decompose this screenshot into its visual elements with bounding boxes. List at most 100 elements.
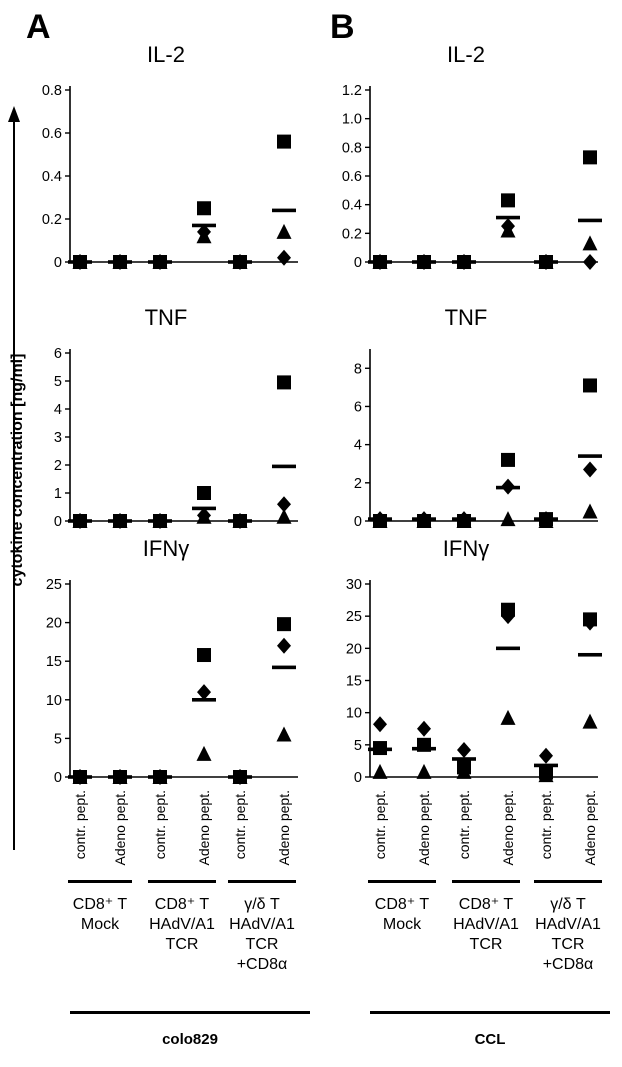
- group-bar-a: [68, 880, 132, 883]
- y-tick-label: 5: [354, 738, 362, 754]
- mean-bar: [534, 763, 558, 768]
- mean-bar: [578, 218, 602, 223]
- group-label-b: Mock: [383, 916, 422, 933]
- triangle-point: [582, 235, 598, 251]
- y-tick-label: 4: [54, 402, 62, 418]
- plot-a-2: IFNγ 0 5 10 15 20 25: [46, 536, 298, 786]
- y-tick-label: 0.8: [42, 83, 62, 99]
- mean-bar: [452, 260, 476, 264]
- y-tick-label: 30: [346, 577, 362, 593]
- y-tick-label: 0.8: [342, 140, 362, 156]
- y-tick-label: 8: [354, 361, 362, 377]
- plot-title: TNF: [145, 305, 188, 330]
- square-point: [277, 134, 291, 149]
- y-tick-label: 0: [354, 514, 362, 530]
- y-tick-label: 10: [46, 693, 62, 709]
- y-tick-label: 0.2: [42, 212, 62, 228]
- diamond-point: [583, 614, 597, 631]
- y-tick-label: 15: [346, 674, 362, 690]
- y-tick-label: 1.0: [342, 112, 362, 128]
- panel-letter-a: A: [26, 8, 51, 46]
- panel-letter-b: B: [330, 8, 355, 46]
- mean-bar: [534, 517, 558, 521]
- diamond-point: [197, 684, 211, 701]
- y-tick-label: 20: [346, 641, 362, 657]
- triangle-point: [276, 726, 292, 742]
- mean-bar: [452, 517, 476, 521]
- triangle-point: [372, 763, 388, 779]
- plot-a-0: IL-2 0 0.2 0.4 0.6 0.8: [42, 42, 298, 271]
- group-bar-b: [534, 880, 602, 883]
- mean-bar: [272, 665, 296, 670]
- mean-bar: [272, 208, 296, 213]
- y-tick-label: 2: [354, 476, 362, 492]
- diamond-point: [583, 461, 597, 478]
- y-axis-label: cytokine concentration [ng/ml]: [9, 354, 26, 587]
- y-tick-label: 25: [346, 609, 362, 625]
- category-label-b: Adeno pept.: [500, 790, 516, 866]
- triangle-point: [456, 763, 472, 779]
- plot-b-2: IFNγ 0 5 10 15 20 25 30: [346, 536, 602, 786]
- mean-bar: [192, 223, 216, 228]
- mean-bar: [272, 464, 296, 469]
- mean-bar: [368, 260, 392, 264]
- square-point: [197, 201, 211, 216]
- diamond-point: [539, 747, 553, 764]
- cell-line-label-b: CCL: [475, 1031, 506, 1048]
- mean-bar: [192, 698, 216, 702]
- diamond-point: [501, 608, 515, 625]
- group-label-a: Mock: [81, 916, 120, 933]
- category-label-b: Adeno pept.: [582, 790, 598, 866]
- diamond-point: [417, 720, 431, 737]
- group-label-b: CD8⁺ T: [375, 896, 430, 913]
- plot-title: TNF: [445, 305, 488, 330]
- category-label-a: Adeno pept.: [196, 790, 212, 866]
- triangle-point: [538, 767, 554, 783]
- square-point: [277, 375, 291, 390]
- y-tick-label: 0.4: [342, 198, 362, 214]
- square-point: [501, 452, 515, 467]
- y-tick-label: 2: [54, 458, 62, 474]
- y-tick-label: 5: [54, 374, 62, 390]
- y-tick-label: 25: [46, 577, 62, 593]
- mean-bar: [228, 775, 252, 779]
- category-label-a: Adeno pept.: [112, 790, 128, 866]
- group-label-a: HAdV/A1: [229, 916, 295, 933]
- mean-bar: [452, 757, 476, 761]
- category-label-a: contr. pept.: [72, 790, 88, 859]
- plots-layer: IL-200.20.40.60.8TNF0123456IFNγ051015202…: [42, 42, 602, 786]
- category-label-b: Adeno pept.: [416, 790, 432, 866]
- group-label-b: TCR: [552, 936, 585, 953]
- diamond-point: [457, 741, 471, 758]
- mean-bar: [578, 454, 602, 458]
- plot-b-1: TNF 0 2 4 6 8: [354, 305, 602, 530]
- y-tick-label: 0: [54, 770, 62, 786]
- group-label-b: γ/δ T: [550, 896, 586, 913]
- mean-bar: [68, 260, 92, 264]
- group-label-b: CD8⁺ T: [459, 896, 514, 913]
- triangle-point: [582, 713, 598, 729]
- plot-a-1: TNF 0 1 2 3 4 5 6: [54, 305, 298, 530]
- triangle-point: [276, 223, 292, 239]
- mean-bar: [148, 775, 172, 779]
- group-label-a: CD8⁺ T: [155, 896, 210, 913]
- diamond-point: [277, 496, 291, 513]
- mean-bar: [578, 652, 602, 657]
- group-bar-a: [148, 880, 216, 883]
- plot-b-0: IL-2 0 0.2 0.4 0.6 0.8 1.0 1.2: [342, 42, 602, 271]
- plot-title: IL-2: [447, 42, 485, 67]
- group-label-a: γ/δ T: [244, 896, 280, 913]
- y-tick-label: 5: [54, 731, 62, 747]
- cell-line-bar-a: [70, 1011, 310, 1014]
- diamond-point: [583, 254, 597, 270]
- triangle-point: [500, 709, 516, 725]
- plot-title: IFNγ: [443, 536, 489, 561]
- mean-bar: [496, 646, 520, 651]
- y-tick-label: 0.2: [342, 226, 362, 242]
- diamond-point: [277, 249, 291, 266]
- diamond-point: [197, 223, 211, 240]
- category-label-a: contr. pept.: [152, 790, 168, 859]
- y-tick-label: 4: [354, 438, 362, 454]
- diamond-point: [373, 716, 387, 733]
- category-label-b: contr. pept.: [538, 790, 554, 859]
